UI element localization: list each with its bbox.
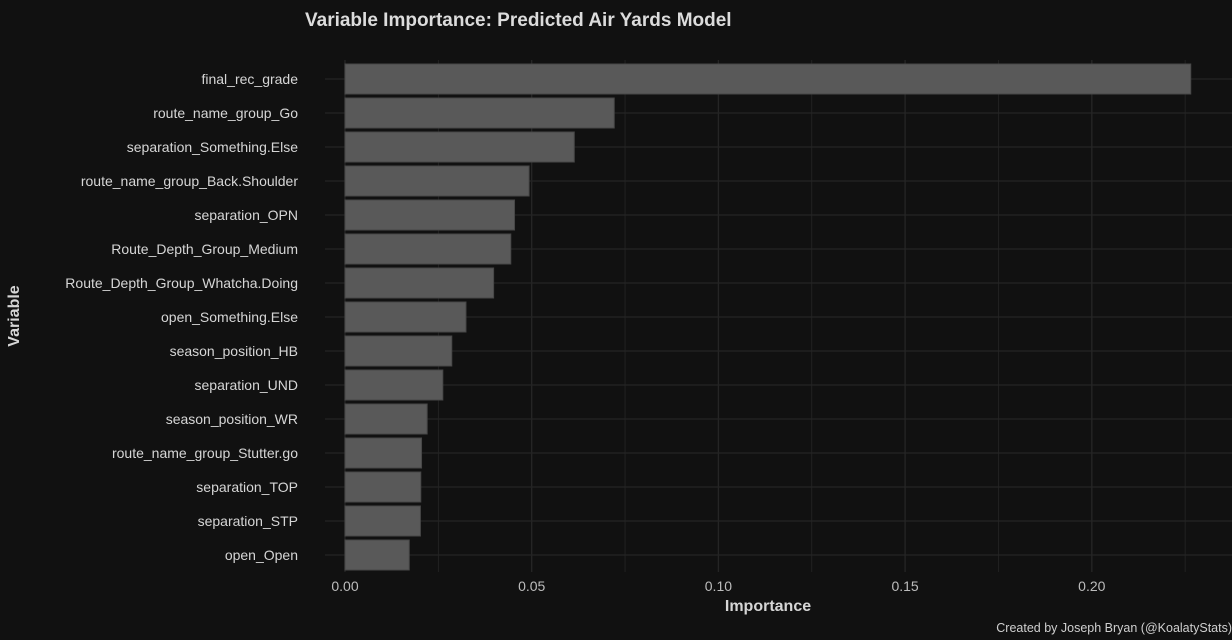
bar-route_name_group_Go	[344, 97, 615, 129]
category-label: season_position_WR	[166, 411, 298, 427]
x-tick-label: 0.20	[1078, 578, 1105, 594]
bar-open_Open	[344, 539, 410, 571]
category-label: separation_OPN	[194, 207, 298, 223]
category-label: open_Something.Else	[161, 309, 298, 325]
category-label: season_position_HB	[170, 343, 298, 359]
x-tick-label: 0.15	[891, 578, 918, 594]
bar-separation_Something.Else	[344, 131, 575, 163]
bars	[344, 63, 1192, 571]
category-label: Route_Depth_Group_Medium	[111, 241, 298, 257]
bar-separation_OPN	[344, 199, 516, 231]
bar-separation_TOP	[344, 471, 422, 503]
category-label: final_rec_grade	[201, 71, 298, 87]
category-label: route_name_group_Go	[153, 105, 298, 121]
category-label: Route_Depth_Group_Whatcha.Doing	[65, 275, 298, 291]
bar-route_name_group_Back.Shoulder	[344, 165, 530, 197]
category-label: separation_Something.Else	[127, 139, 298, 155]
y-axis-title: Variable	[6, 285, 23, 346]
x-tick-labels: 0.00 0.05 0.10 0.15 0.20	[331, 578, 1105, 594]
bar-open_Something.Else	[344, 301, 467, 333]
category-label: route_name_group_Stutter.go	[112, 445, 298, 461]
caption: Created by Joseph Bryan (@KoalatyStats)	[996, 621, 1232, 635]
category-label: separation_STP	[198, 513, 298, 529]
x-tick-label: 0.10	[705, 578, 732, 594]
bar-Route_Depth_Group_Medium	[344, 233, 512, 265]
bar-Route_Depth_Group_Whatcha.Doing	[344, 267, 495, 299]
bar-season_position_WR	[344, 403, 428, 435]
bar-separation_UND	[344, 369, 444, 401]
category-label: separation_UND	[195, 377, 299, 393]
x-tick-label: 0.00	[331, 578, 358, 594]
category-label: separation_TOP	[196, 479, 298, 495]
bar-route_name_group_Stutter.go	[344, 437, 423, 469]
chart-title: Variable Importance: Predicted Air Yards…	[305, 10, 732, 31]
bar-final_rec_grade	[344, 63, 1192, 95]
x-axis-title: Importance	[725, 598, 811, 615]
x-tick-label: 0.05	[518, 578, 545, 594]
category-label: route_name_group_Back.Shoulder	[81, 173, 298, 189]
bar-season_position_HB	[344, 335, 453, 367]
bar-separation_STP	[344, 505, 421, 537]
category-labels: final_rec_grade route_name_group_Gosepara…	[65, 71, 298, 563]
category-label: open_Open	[225, 547, 298, 563]
